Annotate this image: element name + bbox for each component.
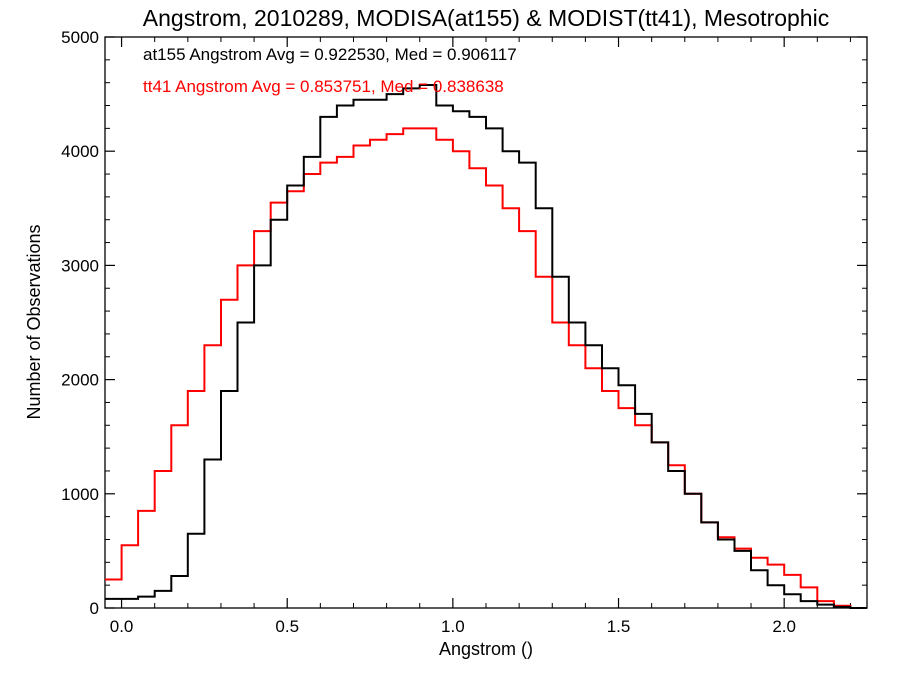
y-tick-label: 4000 <box>61 142 99 161</box>
annotation-at155: at155 Angstrom Avg = 0.922530, Med = 0.9… <box>143 45 517 64</box>
x-tick-label: 1.5 <box>607 617 631 636</box>
x-tick-label: 0.5 <box>275 617 299 636</box>
series-group <box>105 84 867 609</box>
y-tick-label: 2000 <box>61 371 99 390</box>
y-tick-label: 0 <box>90 599 99 618</box>
x-tick-label: 2.0 <box>772 617 796 636</box>
y-tick-label: 5000 <box>61 28 99 47</box>
x-axis-label: Angstrom () <box>439 639 533 659</box>
series-line-at155 <box>105 84 867 609</box>
y-tick-label: 1000 <box>61 485 99 504</box>
annotation-tt41: tt41 Angstrom Avg = 0.853751, Med = 0.83… <box>143 77 504 96</box>
x-tick-label: 0.0 <box>110 617 134 636</box>
y-axis: 0 1000 2000 3000 4000 5000 <box>61 28 867 618</box>
y-tick-label: 3000 <box>61 256 99 275</box>
y-axis-label: Number of Observations <box>24 224 44 419</box>
x-tick-label: 1.0 <box>441 617 465 636</box>
series-line-tt41 <box>105 127 867 609</box>
x-axis: 0.0 0.5 1.0 1.5 2.0 <box>110 37 851 636</box>
chart-title: Angstrom, 2010289, MODISA(at155) & MODIS… <box>143 5 829 31</box>
